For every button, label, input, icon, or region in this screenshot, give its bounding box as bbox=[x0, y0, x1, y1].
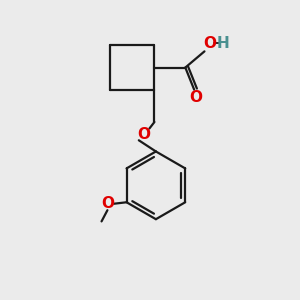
Text: O: O bbox=[203, 36, 216, 51]
Text: H: H bbox=[216, 36, 229, 51]
Text: O: O bbox=[101, 196, 114, 211]
Text: O: O bbox=[138, 127, 151, 142]
Text: O: O bbox=[189, 90, 202, 105]
